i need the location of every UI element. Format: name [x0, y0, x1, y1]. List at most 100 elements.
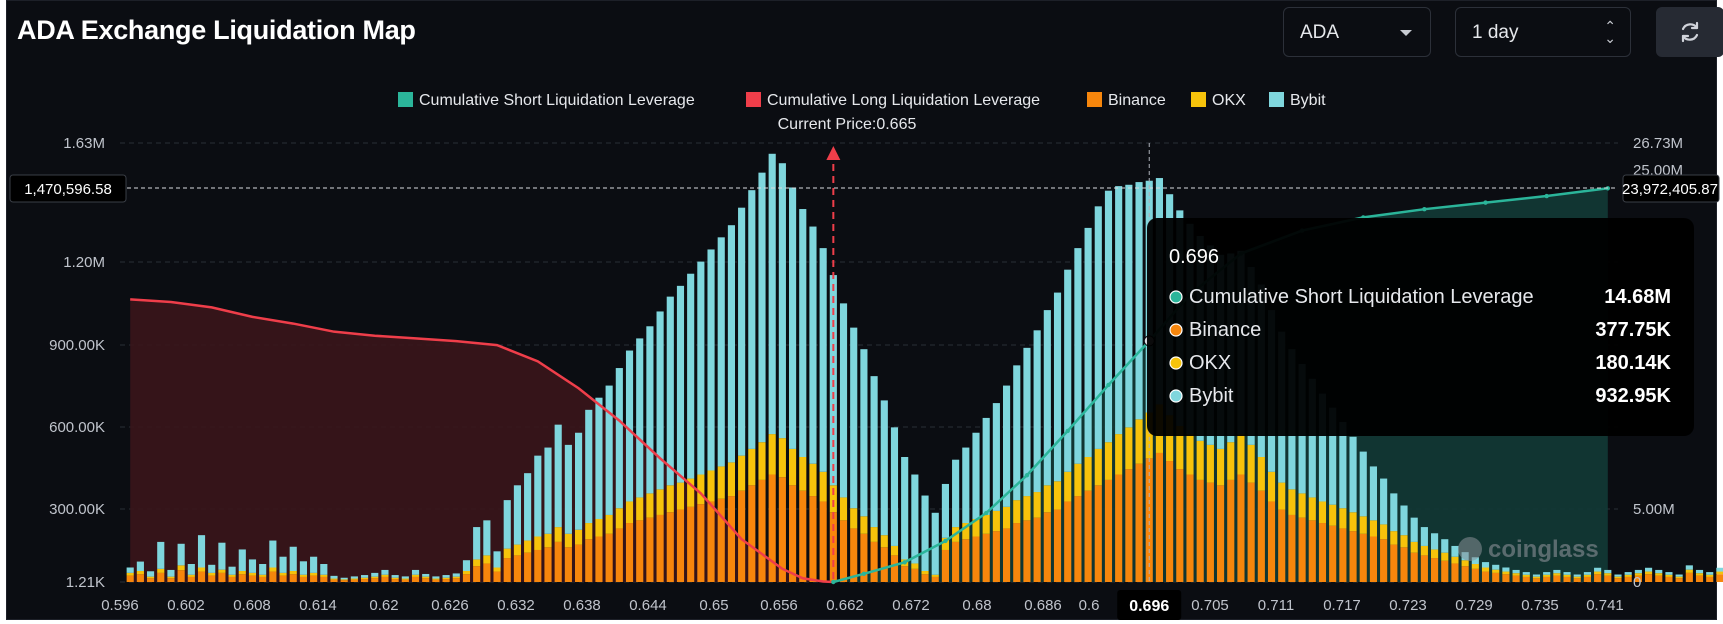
bar-binance — [636, 520, 644, 582]
bar-bybit — [921, 495, 929, 572]
bar-bybit — [1583, 572, 1591, 575]
bar-okx — [1706, 574, 1714, 577]
x-tick-label: 0.68 — [962, 597, 991, 614]
bar-okx — [789, 448, 797, 486]
bar-binance — [1064, 501, 1072, 582]
bar-bybit — [1339, 421, 1347, 509]
bar-okx — [218, 569, 226, 573]
bar-binance — [962, 539, 970, 582]
bar-bybit — [442, 575, 450, 578]
bar-bybit — [890, 427, 899, 546]
bar-bybit — [901, 456, 909, 560]
bar-binance — [1206, 482, 1214, 582]
bar-bybit — [1553, 569, 1561, 574]
bar-bybit — [391, 575, 399, 578]
bar-bybit — [972, 432, 980, 519]
bar-okx — [1176, 426, 1184, 470]
bar-okx — [228, 574, 236, 577]
bar-okx — [717, 466, 725, 499]
bar-bybit — [1431, 533, 1439, 550]
bar-okx — [1655, 573, 1663, 576]
bar-okx — [1267, 471, 1276, 502]
bar-okx — [1125, 427, 1133, 470]
x-tick-label: 0.608 — [233, 597, 271, 614]
bar-bybit — [1033, 330, 1041, 493]
bar-binance — [187, 576, 195, 582]
bar-okx — [748, 448, 756, 486]
bar-bybit — [1053, 292, 1062, 482]
current-price-arrow-icon — [826, 146, 841, 160]
bar-okx — [310, 572, 318, 576]
bar-binance — [1400, 547, 1408, 582]
bar-bybit — [1329, 407, 1337, 505]
bar-bybit — [1563, 572, 1571, 575]
bar-okx — [585, 523, 593, 540]
bar-okx — [646, 493, 654, 518]
bar-okx — [381, 574, 389, 577]
bar-okx — [1257, 456, 1265, 491]
bar-bybit — [340, 577, 348, 580]
bar-binance — [768, 474, 776, 582]
bar-okx — [1339, 508, 1347, 529]
y-left-tick-label: 1.63M — [63, 135, 105, 152]
bar-binance — [738, 490, 746, 582]
bar-binance — [646, 517, 654, 582]
bar-okx — [1522, 574, 1530, 577]
bar-binance — [676, 509, 685, 582]
bar-bybit — [646, 326, 654, 494]
bar-okx — [1716, 571, 1723, 575]
bar-okx — [483, 555, 491, 564]
bar-okx — [208, 572, 216, 576]
bar-okx — [1573, 576, 1581, 579]
bar-okx — [289, 571, 297, 575]
bar-okx — [1645, 571, 1653, 575]
time-range-select[interactable]: 1 day ⌃ ⌄ — [1455, 7, 1631, 57]
bar-okx — [1084, 456, 1092, 491]
bar-bybit — [1675, 574, 1683, 577]
crosshair-x-badge — [1117, 590, 1182, 620]
bar-okx — [1278, 482, 1286, 510]
bar-binance — [585, 539, 593, 582]
coin-select[interactable]: ADA — [1283, 7, 1431, 57]
bar-bybit — [1135, 182, 1143, 420]
bar-bybit — [1380, 478, 1388, 525]
x-tick-label: 0.638 — [563, 597, 601, 614]
bar-binance — [1573, 578, 1581, 582]
bar-bybit — [717, 237, 725, 467]
bar-bybit — [136, 561, 144, 572]
bar-binance — [931, 576, 939, 582]
bar-okx — [595, 518, 603, 537]
bar-binance — [218, 572, 226, 582]
bar-okx — [1318, 501, 1327, 524]
bar-okx — [1308, 497, 1316, 521]
bar-okx — [1359, 516, 1367, 534]
short-line-point — [983, 510, 989, 516]
crosshair-right-badge — [1622, 174, 1720, 203]
bar-okx — [452, 576, 460, 579]
bar-binance — [1481, 571, 1490, 582]
short-line-point — [831, 579, 836, 585]
bar-okx — [411, 574, 420, 577]
refresh-button[interactable] — [1656, 7, 1723, 57]
bar-okx — [340, 579, 348, 581]
bar-okx — [1390, 531, 1398, 545]
bar-okx — [126, 572, 134, 576]
bar-binance — [1512, 575, 1520, 582]
bar-okx — [1431, 549, 1439, 559]
bar-binance — [1471, 568, 1479, 582]
bar-binance — [564, 547, 572, 582]
bar-binance — [829, 512, 837, 582]
bar-okx — [1695, 573, 1704, 576]
bar-binance — [340, 580, 348, 582]
bar-okx — [1237, 434, 1245, 475]
bar-okx — [870, 527, 878, 542]
bar-binance — [381, 576, 389, 582]
bar-okx — [1451, 556, 1459, 564]
bar-binance — [1033, 517, 1041, 582]
y-left-tick-label: 1.21K — [66, 574, 105, 591]
bar-binance — [625, 523, 634, 582]
bar-bybit — [320, 563, 328, 575]
y-left-tick-label: 900.00K — [49, 337, 105, 354]
bar-bybit — [1655, 569, 1663, 574]
bar-bybit — [799, 209, 807, 457]
